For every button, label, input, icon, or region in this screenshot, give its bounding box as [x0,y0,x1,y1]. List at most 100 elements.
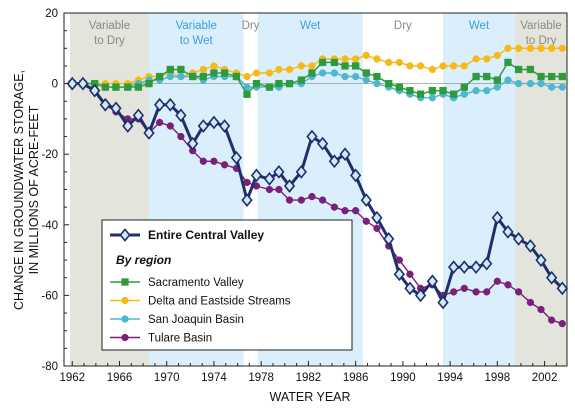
period-label-5-0: Wet [469,20,490,32]
data-point-sacramento-valley-31 [406,87,414,95]
y-tick-label--20: -20 [41,149,58,161]
data-point-san-joaquin-basin-37 [472,87,480,95]
data-point-entire-central-valley-9 [164,97,176,112]
data-point-delta-and-eastside-streams-45 [558,44,566,52]
climate-period-labels: Variable to Dry Variable to Wet Dry Wet Dry Wet… [89,20,562,47]
data-point-san-joaquin-basin-24 [330,69,339,77]
data-point-sacramento-valley-40 [504,58,512,67]
data-point-entire-central-valley-35 [448,260,460,275]
period-label-0-0: Variable [89,20,130,32]
data-point-entire-central-valley-36 [458,260,470,275]
data-point-tulare-basin-31 [406,270,414,278]
legend-entry-delta-and-eastside-streams: Delta and Eastside Streams [148,296,291,308]
data-point-entire-central-valley-11 [187,136,199,151]
data-point-entire-central-valley-21 [295,164,307,179]
x-tick-labels: 1962 1966 1970 1974 1978 1982 1986 1990 1994 1998… [59,372,557,384]
data-point-entire-central-valley-18 [263,172,276,186]
y-axis-label-line-1: CHANGE IN GROUNDWATER STORAGE, [12,70,26,310]
y-tick-labels: -80 -60 -40 -20 0 20 [41,8,58,373]
data-point-delta-and-eastside-streams-30 [395,58,403,67]
data-point-delta-and-eastside-streams-16 [243,72,251,81]
data-point-tulare-basin-28 [373,224,381,232]
data-point-delta-and-eastside-streams-36 [460,62,468,70]
data-point-entire-central-valley-44 [546,270,558,285]
data-point-san-joaquin-basin-44 [548,83,556,91]
data-point-entire-central-valley-42 [524,239,537,253]
data-point-sacramento-valley-39 [493,76,501,84]
data-point-delta-and-eastside-streams-22 [308,62,316,70]
data-point-sacramento-valley-6 [134,83,143,91]
data-point-entire-central-valley-12 [197,119,209,133]
data-point-entire-central-valley-20 [283,179,296,193]
data-point-sacramento-valley-27 [362,69,370,77]
data-point-entire-central-valley-24 [328,154,341,169]
data-point-sacramento-valley-30 [395,83,403,91]
data-point-delta-and-eastside-streams-37 [472,55,480,63]
period-label-2-0: Dry [242,20,260,32]
data-point-entire-central-valley-16 [241,193,253,207]
data-point-entire-central-valley-8 [154,97,166,112]
data-point-entire-central-valley-30 [393,267,405,282]
series-line-entire-central-valley [72,82,564,304]
data-point-entire-central-valley-45 [556,281,568,296]
legend-group-label: By region [116,253,171,267]
data-point-delta-and-eastside-streams-42 [526,44,535,52]
data-point-tulare-basin-19 [275,185,283,194]
period-label-6-1: to Dry [526,35,557,47]
data-point-tulare-basin-8 [155,118,164,127]
period-label-1-1: to Wet [180,35,214,47]
data-point-tulare-basin-45 [558,319,566,328]
data-point-entire-central-valley-29 [383,232,395,246]
data-point-sacramento-valley-20 [285,79,294,88]
data-point-tulare-basin-38 [483,288,491,296]
data-point-sacramento-valley-34 [439,87,447,95]
data-point-sacramento-valley-24 [330,58,339,67]
x-tick-label-1990: 1990 [390,372,416,384]
y-tick-label--60: -60 [41,290,58,302]
data-point-sacramento-valley-43 [537,72,545,81]
data-point-san-joaquin-basin-43 [537,79,545,88]
period-band-4 [362,13,444,366]
x-tick-label-1998: 1998 [485,372,511,384]
data-point-tulare-basin-25 [341,207,349,215]
data-point-sacramento-valley-38 [483,72,491,81]
data-point-tulare-basin-27 [362,217,370,225]
data-point-entire-central-valley-5 [122,119,134,133]
legend-entry-san-joaquin-basin: San Joaquin Basin [148,314,244,326]
data-point-sacramento-valley-12 [199,72,207,81]
data-point-delta-and-eastside-streams-28 [373,55,381,63]
series-line-sacramento-valley [72,61,563,95]
data-point-entire-central-valley-38 [481,256,493,271]
data-point-entire-central-valley-41 [512,232,525,246]
data-point-tulare-basin-10 [177,132,185,141]
data-point-delta-and-eastside-streams-29 [385,58,393,67]
data-point-delta-and-eastside-streams-26 [351,55,360,63]
data-point-san-joaquin-basin-23 [318,69,327,77]
data-point-tulare-basin-9 [166,122,174,130]
data-point-tulare-basin-20 [285,196,294,204]
data-point-sacramento-valley-25 [341,62,349,70]
data-point-delta-and-eastside-streams-34 [439,62,447,70]
data-point-entire-central-valley-0 [66,76,78,91]
data-point-delta-and-eastside-streams-20 [285,65,294,74]
data-point-sacramento-valley-26 [351,62,360,70]
data-point-tulare-basin-24 [330,203,339,211]
data-point-entire-central-valley-31 [404,281,416,296]
data-point-sacramento-valley-8 [155,72,164,81]
data-point-entire-central-valley-39 [491,210,503,225]
data-point-tulare-basin-43 [537,305,545,314]
data-point-tulare-basin-37 [472,288,480,296]
series-entire-central-valley [66,76,568,310]
y-axis-label-line-2: IN MILLIONS OF ACRE-FEET [27,105,41,274]
data-point-entire-central-valley-43 [535,253,547,267]
series-line-tulare-basin [72,82,563,325]
legend-swatch-marker-delta-and-eastside-streams [121,296,129,305]
data-point-sacramento-valley-45 [558,72,566,81]
data-point-san-joaquin-basin-42 [526,79,535,88]
legend: Entire Central Valley By region Sacramento… [101,219,353,351]
x-tick-label-1970: 1970 [154,372,180,384]
data-point-entire-central-valley-37 [470,260,482,275]
data-point-sacramento-valley-32 [416,90,425,98]
data-point-san-joaquin-basin-39 [493,83,501,91]
